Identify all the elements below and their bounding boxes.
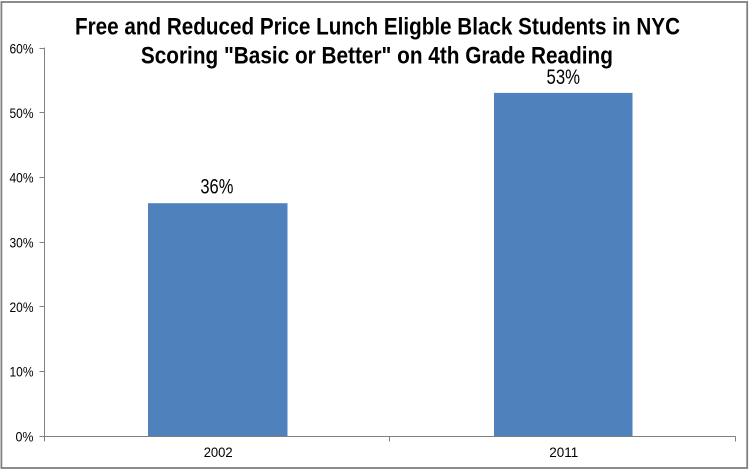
svg-text:53%: 53% [547, 66, 581, 89]
svg-text:20%: 20% [10, 299, 34, 315]
svg-text:30%: 30% [10, 234, 34, 250]
svg-text:2011: 2011 [549, 444, 578, 460]
svg-text:10%: 10% [10, 364, 34, 380]
svg-text:0%: 0% [16, 428, 34, 444]
svg-text:Scoring "Basic or Better" on 4: Scoring "Basic or Better" on 4th Grade R… [141, 43, 613, 70]
svg-text:50%: 50% [10, 105, 34, 121]
svg-text:Free and Reduced Price Lunch E: Free and Reduced Price Lunch Eligble Bla… [75, 14, 680, 41]
svg-text:60%: 60% [10, 40, 34, 56]
svg-text:36%: 36% [200, 175, 233, 198]
svg-text:2002: 2002 [204, 444, 233, 460]
svg-text:40%: 40% [10, 170, 34, 186]
